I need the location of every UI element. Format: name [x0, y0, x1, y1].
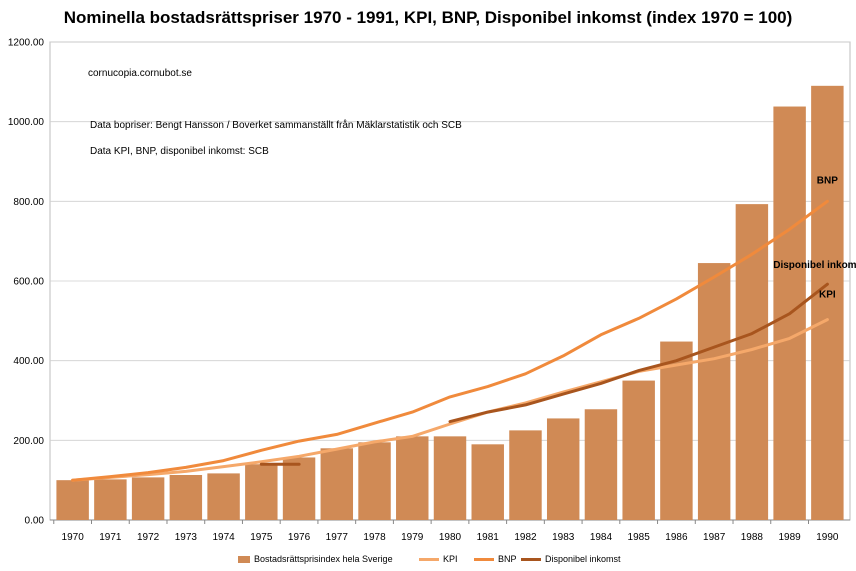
x-tick-label: 1987 [703, 532, 726, 543]
bar [660, 341, 693, 520]
x-tick-label: 1985 [628, 532, 651, 543]
bar [584, 409, 618, 520]
bar [207, 473, 240, 520]
y-tick-label: 200.00 [13, 436, 44, 447]
annotation: cornucopia.cornubot.se [88, 68, 192, 79]
legend-label: BNP [498, 554, 517, 564]
bar [358, 442, 391, 520]
x-tick-label: 1977 [326, 532, 349, 543]
legend-item: Bostadsrättsprisindex hela Sverige [238, 554, 393, 564]
bar [320, 448, 354, 520]
y-tick-label: 600.00 [13, 277, 44, 288]
x-tick-label: 1974 [212, 532, 235, 543]
y-tick-label: 1000.00 [8, 117, 45, 128]
bar [811, 85, 844, 521]
legend-swatch [419, 557, 439, 561]
y-tick-label: 400.00 [13, 356, 44, 367]
legend: Bostadsrättsprisindex hela Sverige KPI BNP… [0, 554, 856, 570]
line-disponibel-inkomst [448, 282, 829, 424]
line-bnp [71, 199, 829, 482]
x-tick-label: 1983 [552, 532, 575, 543]
x-tick-label: 1972 [137, 532, 160, 543]
bar [94, 479, 127, 520]
bar [433, 436, 467, 520]
annotation: Data KPI, BNP, disponibel inkomst: SCB [90, 146, 269, 157]
x-tick-label: 1971 [99, 532, 122, 543]
annotation: Data bopriser: Bengt Hansson / Boverket … [90, 119, 462, 131]
x-tick-label: 1978 [363, 532, 386, 543]
series-label: BNP [817, 175, 838, 186]
x-tick-label: 1986 [665, 532, 688, 543]
bar [56, 480, 89, 520]
legend-item: BNP [474, 554, 517, 564]
x-tick-label: 1980 [439, 532, 462, 543]
legend-swatch [238, 555, 250, 563]
x-tick-label: 1988 [741, 532, 764, 543]
legend-label: Disponibel inkomst [545, 554, 621, 564]
series-label: Disponibel inkomst [773, 260, 856, 271]
legend-swatch [521, 557, 541, 561]
x-tick-label: 1973 [175, 532, 198, 543]
x-tick-label: 1984 [590, 532, 613, 543]
x-tick-label: 1981 [477, 532, 500, 543]
x-tick-label: 1976 [288, 532, 311, 543]
bar [546, 418, 580, 520]
bar [282, 457, 316, 520]
bar [622, 380, 655, 520]
bar [735, 204, 769, 520]
y-tick-label: 800.00 [13, 197, 44, 208]
chart-title: Nominella bostadsrättspriser 1970 - 1991… [63, 8, 793, 27]
y-tick-label: 0.00 [25, 516, 45, 527]
y-tick-label: 1200.00 [8, 38, 45, 49]
bar [169, 474, 203, 520]
bar [245, 464, 278, 520]
x-tick-label: 1982 [514, 532, 537, 543]
series-label: KPI [819, 290, 836, 301]
x-tick-label: 1975 [250, 532, 273, 543]
bar [471, 444, 504, 520]
x-tick-label: 1989 [778, 532, 801, 543]
x-tick-label: 1970 [62, 532, 85, 543]
bar [509, 430, 542, 520]
x-tick-label: 1979 [401, 532, 424, 543]
bar [697, 263, 731, 520]
legend-swatch [474, 557, 494, 561]
bar [131, 477, 165, 520]
legend-label: Bostadsrättsprisindex hela Sverige [254, 554, 393, 564]
x-tick-label: 1990 [816, 532, 839, 543]
legend-item: Disponibel inkomst [521, 554, 621, 564]
line-kpi [71, 318, 829, 482]
legend-item: KPI [419, 554, 458, 564]
legend-label: KPI [443, 554, 458, 564]
bar [396, 436, 429, 520]
